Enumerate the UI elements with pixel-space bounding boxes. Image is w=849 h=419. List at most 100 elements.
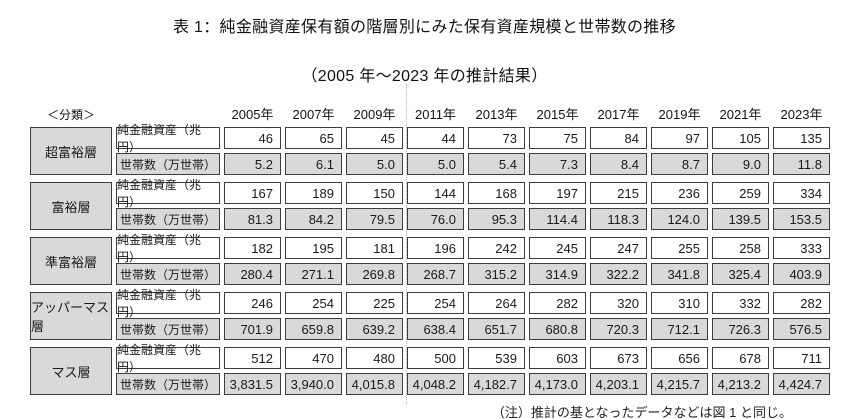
asset-value-cell: 97 (651, 127, 708, 149)
metric-label-assets: 純金融資産（兆円） (116, 288, 220, 319)
household-value-cell: 3,831.5 (224, 373, 281, 395)
household-value-cell: 712.1 (651, 318, 708, 340)
asset-value-cell: 168 (468, 182, 525, 204)
asset-value-cell: 242 (468, 237, 525, 259)
table-title: 表 1：純金融資産保有額の階層別にみた保有資産規模と世帯数の推移 (173, 19, 676, 36)
year-header: 2013年 (475, 107, 518, 122)
household-value-cell: 701.9 (224, 318, 281, 340)
household-value-cell: 314.9 (529, 263, 586, 285)
household-value-cell: 341.8 (651, 263, 708, 285)
household-value-cell: 8.7 (651, 153, 708, 175)
household-value-cell: 7.3 (529, 153, 586, 175)
household-value-cell: 659.8 (285, 318, 342, 340)
asset-value-cell: 65 (285, 127, 342, 149)
asset-value-cell: 480 (346, 347, 403, 369)
asset-value-cell: 678 (712, 347, 769, 369)
asset-value-cell: 310 (651, 292, 708, 314)
asset-value-cell: 215 (590, 182, 647, 204)
household-value-cell: 4,048.2 (407, 373, 464, 395)
household-value-cell: 81.3 (224, 208, 281, 230)
household-value-cell: 315.2 (468, 263, 525, 285)
tier-block: アッパーマス層 純金融資産（兆円） 246 254 225 254 264 282 320 310… (30, 288, 830, 340)
household-value-cell: 680.8 (529, 318, 586, 340)
asset-value-cell: 189 (285, 182, 342, 204)
household-value-cell: 726.3 (712, 318, 769, 340)
asset-value-cell: 195 (285, 237, 342, 259)
metric-label-assets: 純金融資産（兆円） (116, 178, 220, 209)
asset-value-cell: 539 (468, 347, 525, 369)
household-value-cell: 139.5 (712, 208, 769, 230)
metric-label-households: 世帯数（万世帯） (116, 318, 220, 340)
tier-block: マス層 純金融資産（兆円） 512 470 480 500 539 603 673 656 678 7… (30, 343, 830, 395)
household-value-cell: 11.8 (773, 153, 830, 175)
household-value-cell: 95.3 (468, 208, 525, 230)
household-value-cell: 4,173.0 (529, 373, 586, 395)
year-header: 2019年 (658, 107, 701, 122)
asset-value-cell: 46 (224, 127, 281, 149)
metric-label-households: 世帯数（万世帯） (116, 153, 220, 175)
household-value-cell: 639.2 (346, 318, 403, 340)
household-value-cell: 114.4 (529, 208, 586, 230)
household-value-cell: 651.7 (468, 318, 525, 340)
household-value-cell: 325.4 (712, 263, 769, 285)
asset-value-cell: 84 (590, 127, 647, 149)
household-value-cell: 720.3 (590, 318, 647, 340)
asset-value-cell: 603 (529, 347, 586, 369)
category-cell: 富裕層 (30, 182, 112, 230)
metric-label-assets: 純金融資産（兆円） (116, 233, 220, 264)
category-cell: マス層 (30, 347, 112, 395)
asset-value-cell: 711 (773, 347, 830, 369)
asset-value-cell: 673 (590, 347, 647, 369)
metric-label-assets: 純金融資産（兆円） (116, 343, 220, 374)
asset-value-cell: 75 (529, 127, 586, 149)
asset-value-cell: 254 (285, 292, 342, 314)
asset-value-cell: 320 (590, 292, 647, 314)
asset-value-cell: 282 (529, 292, 586, 314)
asset-value-cell: 182 (224, 237, 281, 259)
household-value-cell: 403.9 (773, 263, 830, 285)
asset-value-cell: 245 (529, 237, 586, 259)
household-value-cell: 76.0 (407, 208, 464, 230)
asset-value-cell: 197 (529, 182, 586, 204)
household-value-cell: 84.2 (285, 208, 342, 230)
household-value-cell: 280.4 (224, 263, 281, 285)
tier-block: 準富裕層 純金融資産（兆円） 182 195 181 196 242 245 247 255 258… (30, 233, 830, 285)
asset-value-cell: 333 (773, 237, 830, 259)
year-header: 2015年 (536, 107, 579, 122)
asset-value-cell: 282 (773, 292, 830, 314)
asset-value-cell: 225 (346, 292, 403, 314)
year-header: 2011年 (415, 107, 456, 122)
asset-value-cell: 247 (590, 237, 647, 259)
metric-label-households: 世帯数（万世帯） (116, 208, 220, 230)
category-cell: 超富裕層 (30, 127, 112, 175)
table-header-row: ＜分類＞ 2005年 2007年 2009年 2011年 2013年 2015年 2017年… (30, 106, 830, 124)
household-value-cell: 268.7 (407, 263, 464, 285)
table-body: 超富裕層 純金融資産（兆円） 46 65 45 44 73 75 84 97 105 135 世帯数（万… (30, 123, 830, 395)
asset-value-cell: 135 (773, 127, 830, 149)
metric-label-assets: 純金融資産（兆円） (116, 123, 220, 154)
asset-value-cell: 264 (468, 292, 525, 314)
category-cell: 準富裕層 (30, 237, 112, 285)
year-header: 2021年 (719, 107, 762, 122)
asset-value-cell: 259 (712, 182, 769, 204)
household-value-cell: 4,203.1 (590, 373, 647, 395)
household-value-cell: 153.5 (773, 208, 830, 230)
household-value-cell: 4,215.7 (651, 373, 708, 395)
asset-value-cell: 258 (712, 237, 769, 259)
household-value-cell: 5.2 (224, 153, 281, 175)
tier-block: 超富裕層 純金融資産（兆円） 46 65 45 44 73 75 84 97 105 135 世帯数（万… (30, 123, 830, 175)
table-subtitle: （2005 年～2023 年の推計結果） (301, 68, 548, 85)
household-value-cell: 4,015.8 (346, 373, 403, 395)
household-value-cell: 8.4 (590, 153, 647, 175)
asset-value-cell: 150 (346, 182, 403, 204)
household-value-cell: 576.5 (773, 318, 830, 340)
year-header: 2023年 (780, 107, 823, 122)
household-value-cell: 5.4 (468, 153, 525, 175)
asset-value-cell: 167 (224, 182, 281, 204)
asset-value-cell: 144 (407, 182, 464, 204)
asset-value-cell: 44 (407, 127, 464, 149)
asset-value-cell: 334 (773, 182, 830, 204)
classification-label: ＜分類＞ (46, 108, 95, 122)
household-value-cell: 5.0 (346, 153, 403, 175)
asset-value-cell: 500 (407, 347, 464, 369)
